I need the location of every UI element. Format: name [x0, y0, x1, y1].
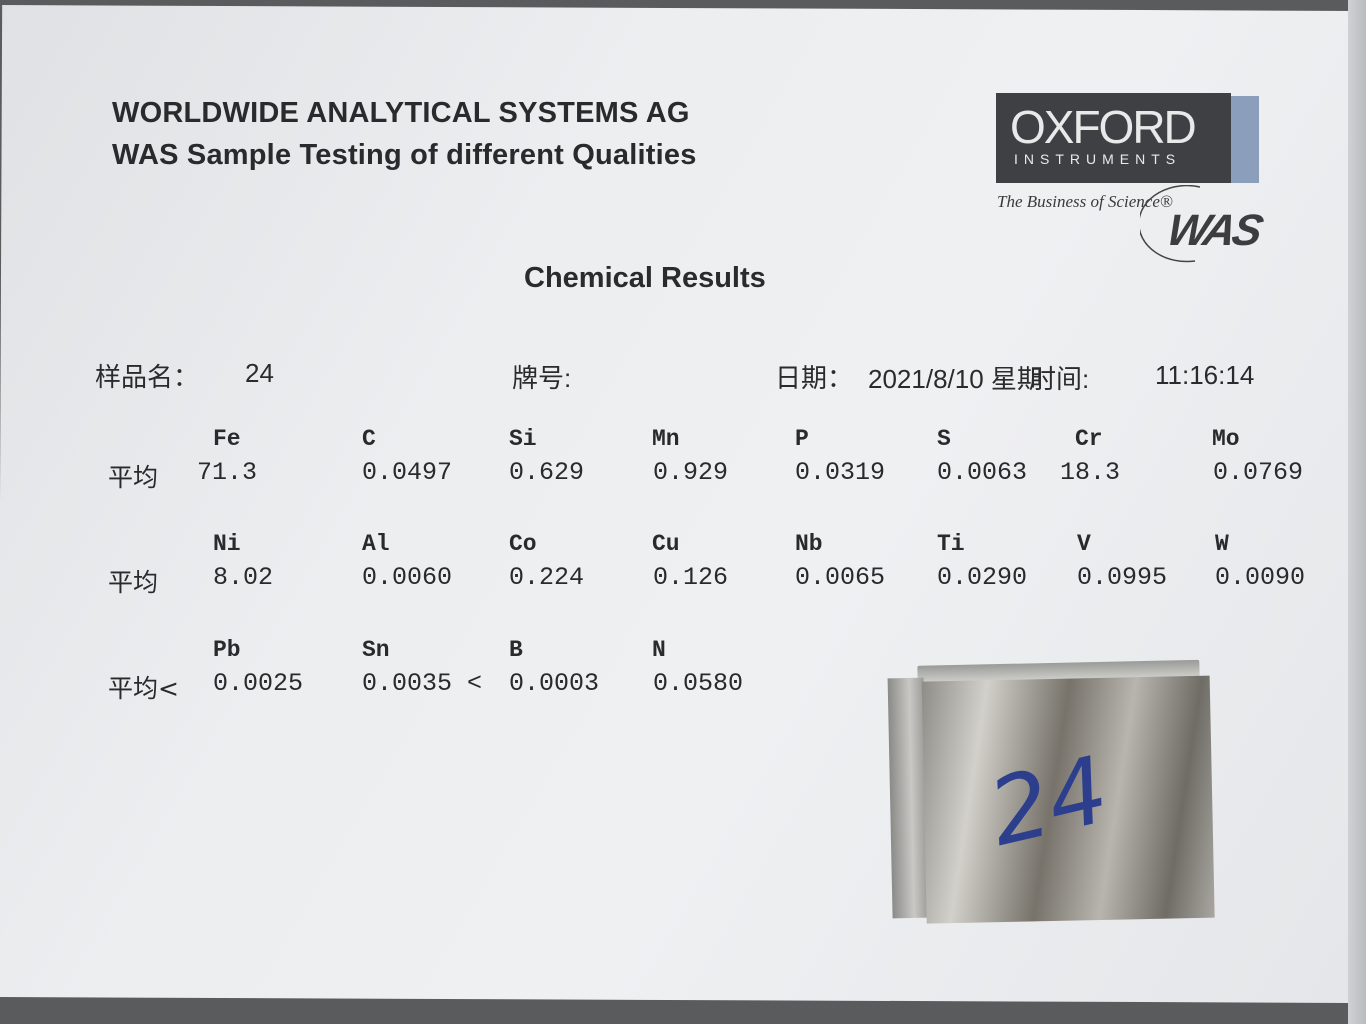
element-symbol: Si	[509, 426, 537, 452]
element-value: 0.0063	[937, 458, 1028, 487]
element-value: 0.0065	[795, 563, 886, 592]
element-symbol: Mo	[1212, 426, 1240, 452]
element-symbol: N	[652, 637, 666, 663]
element-value: 0.0580	[653, 669, 744, 698]
logo-brand-sub: INSTRUMENTS	[1014, 151, 1182, 167]
element-value: 0.0003	[509, 669, 600, 698]
report-subtitle: WAS Sample Testing of different Qualitie…	[112, 139, 697, 171]
element-symbol: Al	[362, 531, 390, 557]
element-symbol: Pb	[213, 637, 241, 663]
element-symbol: Co	[509, 531, 537, 557]
time-value: 11:16:14	[1155, 360, 1255, 390]
metal-sample-block: 24	[887, 659, 1215, 925]
element-value: 0.126	[653, 563, 729, 592]
element-symbol: Nb	[795, 531, 823, 557]
element-symbol: C	[362, 426, 376, 452]
element-symbol: Ni	[213, 531, 241, 557]
element-symbol: Sn	[362, 637, 390, 663]
element-symbol: Mn	[652, 426, 680, 452]
element-symbol: S	[937, 426, 951, 452]
element-value: 0.0497	[362, 458, 453, 487]
element-value: 0.0025	[213, 669, 304, 698]
element-symbol: Cu	[652, 531, 680, 557]
date-value: 2021/8/10 星期	[868, 364, 1043, 394]
element-value: 0.0035 <	[362, 669, 483, 698]
element-symbol: P	[795, 426, 809, 452]
element-value: 0.0995	[1077, 563, 1168, 592]
row-label: 平均	[108, 568, 159, 597]
paper-edge	[1348, 0, 1366, 1024]
time-label: 时间:	[1030, 364, 1090, 394]
element-value: 0.224	[509, 563, 585, 592]
element-symbol: V	[1077, 531, 1091, 557]
date-label: 日期：	[775, 363, 854, 393]
element-symbol: W	[1215, 531, 1229, 557]
section-title: Chemical Results	[524, 262, 766, 294]
element-value: 18.3	[1060, 458, 1121, 487]
row-label: 平均	[108, 463, 159, 492]
element-value: 71.3	[197, 458, 258, 487]
element-value: 8.02	[213, 563, 274, 592]
element-value: 0.0060	[362, 563, 453, 592]
element-symbol: Ti	[937, 531, 965, 557]
logo-tagline: The Business of Science®	[997, 192, 1173, 211]
row-label: 平均<	[108, 674, 179, 703]
element-value: 0.629	[509, 458, 585, 487]
grade-label: 牌号:	[512, 363, 572, 393]
element-value: 0.0090	[1215, 563, 1306, 592]
sample-name-value: 24	[245, 358, 274, 388]
element-value: 0.929	[653, 458, 729, 487]
sample-name-label: 样品名：	[95, 362, 200, 392]
logo-brand: OXFORD	[1010, 101, 1197, 153]
element-symbol: B	[509, 637, 523, 663]
company-name: WORLDWIDE ANALYTICAL SYSTEMS AG	[112, 97, 690, 129]
was-logo-text: WAS	[1162, 206, 1265, 255]
was-logo-arc-icon	[1140, 185, 1201, 263]
element-symbol: Cr	[1075, 426, 1103, 452]
element-value: 0.0769	[1213, 458, 1304, 487]
element-value: 0.0319	[795, 458, 886, 487]
element-symbol: Fe	[213, 426, 241, 452]
element-value: 0.0290	[937, 563, 1028, 592]
